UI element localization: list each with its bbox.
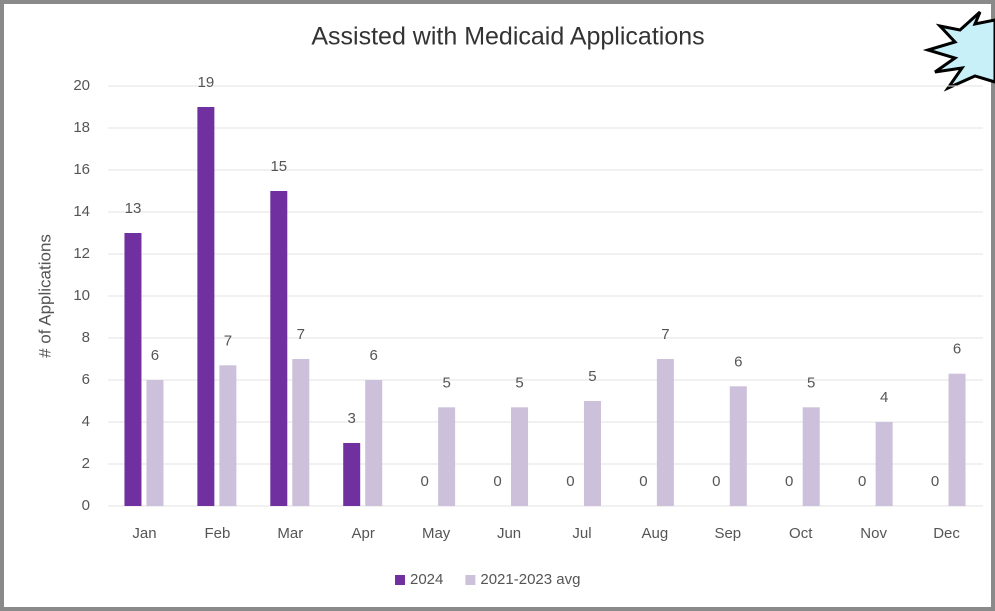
y-tick-label: 6: [82, 371, 90, 388]
bar: [124, 233, 142, 506]
bar: [292, 359, 310, 506]
x-tick-label: Dec: [933, 525, 960, 542]
x-tick-label: Jul: [572, 525, 591, 542]
data-label: 5: [807, 374, 815, 391]
bar: [197, 107, 215, 506]
data-label: 0: [712, 473, 720, 490]
bar: [365, 380, 383, 506]
bar: [219, 365, 237, 506]
y-tick-label: 16: [73, 161, 90, 178]
legend-label: 2024: [410, 571, 443, 588]
bar: [146, 380, 164, 506]
bar: [511, 407, 529, 506]
bar: [875, 422, 893, 506]
legend-swatch: [465, 575, 476, 585]
y-tick-label: 2: [82, 455, 90, 472]
data-label: 6: [151, 347, 159, 364]
y-tick-label: 20: [73, 77, 90, 94]
data-label: 0: [931, 473, 939, 490]
legend-swatch: [395, 575, 405, 585]
y-axis-title: # of Applications: [35, 234, 54, 358]
x-tick-label: Jun: [497, 525, 521, 542]
x-tick-label: Oct: [789, 525, 813, 542]
starburst-icon: [922, 10, 995, 92]
chart-title: Assisted with Medicaid Applications: [311, 23, 704, 51]
x-tick-label: Aug: [642, 525, 669, 542]
data-label: 5: [442, 374, 450, 391]
x-tick-label: Feb: [204, 525, 230, 542]
data-label: 6: [734, 353, 742, 370]
y-tick-label: 18: [73, 119, 90, 136]
bar: [729, 386, 747, 506]
data-label: 0: [420, 473, 428, 490]
x-tick-label: Sep: [714, 525, 741, 542]
y-tick-label: 4: [82, 413, 90, 430]
data-label: 7: [297, 326, 305, 343]
y-tick-label: 10: [73, 287, 90, 304]
y-tick-label: 8: [82, 329, 90, 346]
data-label: 0: [566, 473, 574, 490]
x-tick-label: Mar: [277, 525, 303, 542]
data-label: 7: [661, 326, 669, 343]
bar: [583, 401, 601, 506]
legend-label: 2021-2023 avg: [480, 571, 580, 588]
y-tick-label: 12: [73, 245, 90, 262]
data-label: 0: [785, 473, 793, 490]
data-label: 5: [515, 374, 523, 391]
y-tick-label: 14: [73, 203, 90, 220]
y-tick-label: 0: [82, 497, 90, 514]
bar: [438, 407, 456, 506]
data-label: 0: [858, 473, 866, 490]
data-label: 15: [270, 158, 287, 175]
bar: [343, 443, 361, 506]
x-tick-label: May: [422, 525, 451, 542]
x-tick-label: Jan: [132, 525, 156, 542]
data-label: 6: [953, 341, 961, 358]
data-label: 7: [224, 332, 232, 349]
bar: [656, 359, 674, 506]
data-label: 4: [880, 389, 888, 406]
data-label: 5: [588, 368, 596, 385]
bar: [948, 373, 966, 506]
data-label: 13: [125, 200, 142, 217]
bar: [270, 191, 288, 506]
bar: [802, 407, 820, 506]
x-tick-label: Apr: [352, 525, 375, 542]
data-label: 19: [198, 74, 215, 91]
data-label: 3: [348, 410, 356, 427]
data-label: 0: [493, 473, 501, 490]
data-label: 6: [370, 347, 378, 364]
data-label: 0: [639, 473, 647, 490]
x-tick-label: Nov: [860, 525, 887, 542]
